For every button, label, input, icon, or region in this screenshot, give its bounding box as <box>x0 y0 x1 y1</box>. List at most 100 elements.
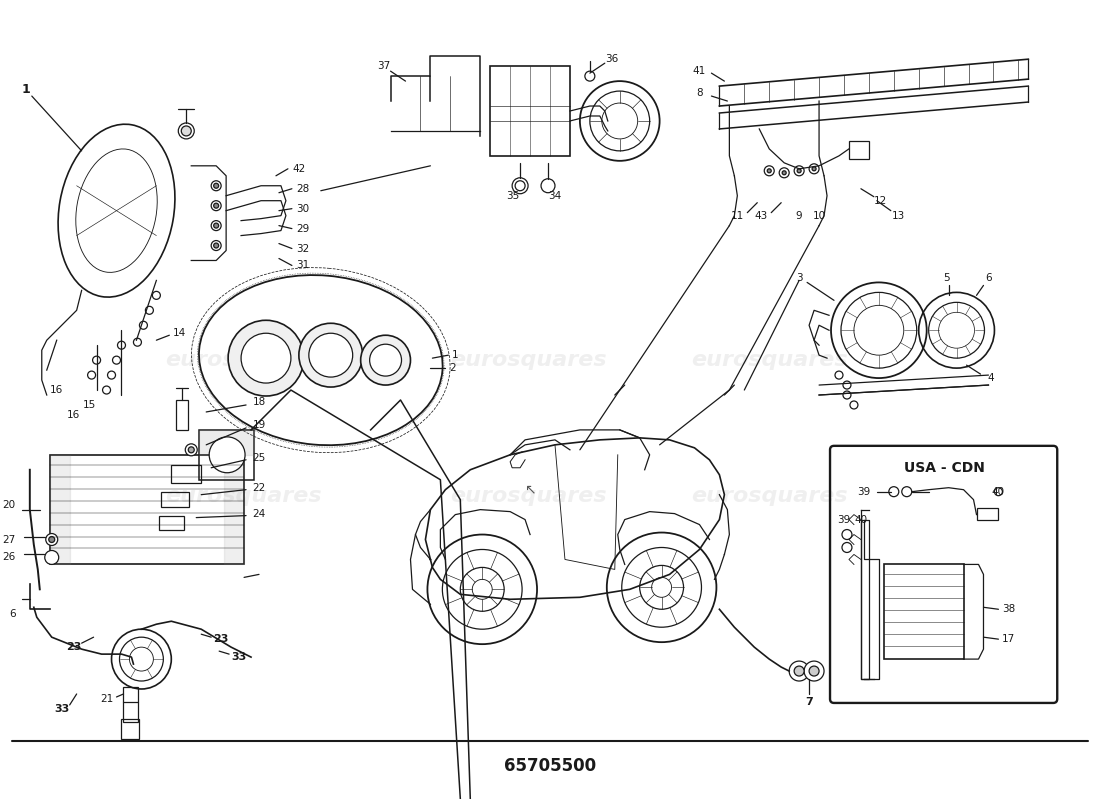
Text: 35: 35 <box>506 190 520 201</box>
Circle shape <box>850 401 858 409</box>
Text: eurosquares: eurosquares <box>165 350 321 370</box>
Text: 15: 15 <box>82 400 96 410</box>
Text: 34: 34 <box>549 190 562 201</box>
Circle shape <box>782 170 786 174</box>
Text: 9: 9 <box>795 210 802 221</box>
Bar <box>883 565 964 659</box>
Circle shape <box>102 386 110 394</box>
Circle shape <box>46 534 57 546</box>
Circle shape <box>361 335 410 385</box>
Circle shape <box>145 306 153 314</box>
Circle shape <box>213 223 219 228</box>
Text: 28: 28 <box>296 184 309 194</box>
Bar <box>849 141 869 159</box>
Circle shape <box>112 356 121 364</box>
Text: 43: 43 <box>755 210 768 221</box>
Circle shape <box>798 169 801 173</box>
Text: 30: 30 <box>296 204 309 214</box>
Text: 27: 27 <box>2 534 15 545</box>
Circle shape <box>130 647 153 671</box>
Text: 17: 17 <box>1002 634 1015 644</box>
Bar <box>160 515 185 530</box>
Circle shape <box>211 201 221 210</box>
Text: 7: 7 <box>805 697 813 707</box>
Bar <box>162 492 189 506</box>
Text: 36: 36 <box>605 54 618 64</box>
Text: 33: 33 <box>231 652 246 662</box>
Text: 39: 39 <box>857 486 870 497</box>
Text: USA - CDN: USA - CDN <box>904 461 986 474</box>
Circle shape <box>188 447 195 453</box>
Text: 12: 12 <box>874 196 888 206</box>
Text: 10: 10 <box>813 210 826 221</box>
Circle shape <box>211 181 221 190</box>
Circle shape <box>794 666 804 676</box>
Text: 23: 23 <box>213 634 229 644</box>
Circle shape <box>842 542 851 553</box>
Circle shape <box>309 334 353 377</box>
Text: 25: 25 <box>252 453 265 462</box>
Circle shape <box>767 169 771 173</box>
Circle shape <box>211 221 221 230</box>
Text: 29: 29 <box>296 223 309 234</box>
Circle shape <box>213 183 219 188</box>
Circle shape <box>209 437 245 473</box>
Text: 42: 42 <box>293 164 306 174</box>
Circle shape <box>140 322 147 330</box>
Text: 3: 3 <box>795 274 802 283</box>
Circle shape <box>835 371 843 379</box>
Text: 1: 1 <box>452 350 459 360</box>
Text: ↖: ↖ <box>525 482 536 497</box>
Text: 41: 41 <box>693 66 706 76</box>
Circle shape <box>810 666 820 676</box>
Circle shape <box>789 661 810 681</box>
Text: 21: 21 <box>100 694 113 704</box>
Text: eurosquares: eurosquares <box>450 350 606 370</box>
Circle shape <box>842 530 851 539</box>
Circle shape <box>804 661 824 681</box>
Bar <box>172 465 201 482</box>
Text: 65705500: 65705500 <box>504 757 596 775</box>
Text: 39: 39 <box>837 514 850 525</box>
Text: 37: 37 <box>377 61 390 71</box>
Circle shape <box>299 323 363 387</box>
Text: 16: 16 <box>67 410 80 420</box>
Circle shape <box>88 371 96 379</box>
Bar <box>199 430 254 480</box>
Text: 1: 1 <box>22 82 31 95</box>
Text: 11: 11 <box>730 210 744 221</box>
Circle shape <box>889 486 899 497</box>
Text: 14: 14 <box>173 328 186 338</box>
Text: 32: 32 <box>296 243 309 254</box>
Text: 13: 13 <box>892 210 905 221</box>
Text: 24: 24 <box>252 509 265 518</box>
Text: 33: 33 <box>54 704 69 714</box>
Circle shape <box>211 241 221 250</box>
Circle shape <box>48 537 55 542</box>
Text: 40: 40 <box>855 514 868 525</box>
Circle shape <box>843 381 851 389</box>
Circle shape <box>178 123 195 139</box>
Text: eurosquares: eurosquares <box>165 486 321 506</box>
Text: 16: 16 <box>51 385 64 395</box>
Circle shape <box>153 291 161 299</box>
Text: 5: 5 <box>944 274 950 283</box>
Text: eurosquares: eurosquares <box>691 486 847 506</box>
Bar <box>491 66 570 156</box>
Circle shape <box>902 486 912 497</box>
Circle shape <box>108 371 115 379</box>
Circle shape <box>370 344 402 376</box>
Circle shape <box>133 338 142 346</box>
Bar <box>977 508 999 519</box>
Circle shape <box>843 391 851 399</box>
Text: 31: 31 <box>296 261 309 270</box>
Circle shape <box>213 203 219 208</box>
Bar <box>50 455 244 565</box>
Circle shape <box>118 342 125 349</box>
Circle shape <box>812 167 816 170</box>
Text: 38: 38 <box>1002 604 1015 614</box>
Text: 19: 19 <box>252 420 265 430</box>
Bar <box>121 719 140 739</box>
Circle shape <box>515 181 525 190</box>
Circle shape <box>92 356 100 364</box>
